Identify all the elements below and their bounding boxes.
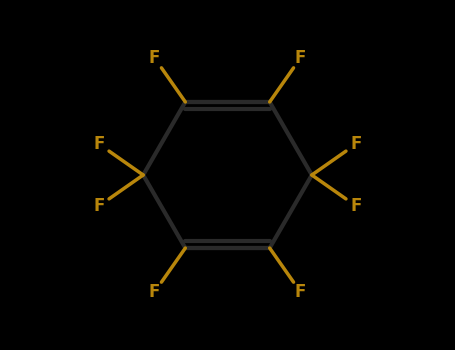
Text: F: F bbox=[149, 49, 160, 67]
Text: F: F bbox=[94, 135, 105, 153]
Text: F: F bbox=[149, 283, 160, 301]
Text: F: F bbox=[295, 283, 306, 301]
Text: F: F bbox=[350, 197, 361, 215]
Text: F: F bbox=[350, 135, 361, 153]
Text: F: F bbox=[94, 197, 105, 215]
Text: F: F bbox=[295, 49, 306, 67]
